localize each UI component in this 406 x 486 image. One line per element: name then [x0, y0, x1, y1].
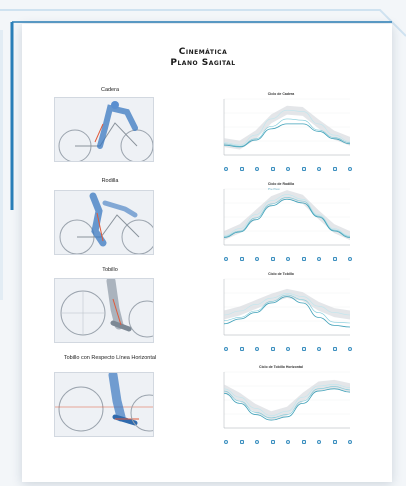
chart-plot [223, 188, 351, 246]
phase-pedal-icon [301, 346, 306, 351]
phase-pedal-icon [301, 439, 306, 444]
phase-icon-row [224, 438, 352, 445]
row-label-tobillo-horizontal: Tobillo con Respecto Línea Horizontal [63, 355, 157, 361]
phase-pedal-icon [332, 256, 337, 261]
cyclist-illustration [59, 192, 153, 254]
series-line [223, 294, 351, 324]
phase-pedal-icon [255, 439, 259, 444]
phase-pedal-icon [270, 346, 275, 351]
chart-title: Ciclo de Tobillo Horizontal [259, 365, 303, 369]
chart-title: Ciclo de Tobillo [268, 272, 294, 276]
axis-line [223, 279, 350, 336]
cyclist-image-cadera [54, 97, 154, 162]
phase-pedal-icon [224, 256, 228, 261]
series-line [223, 123, 351, 148]
phase-pedal-icon [332, 439, 337, 444]
series-line [223, 384, 351, 416]
normative-band [224, 105, 350, 150]
phase-pedal-icon [270, 166, 275, 171]
cyclist-illustration [58, 101, 153, 161]
cyclist-image-rodilla [54, 190, 154, 255]
phase-icon-row [224, 165, 352, 172]
series-line [223, 198, 351, 238]
phase-pedal-icon [286, 166, 290, 171]
phase-pedal-icon [332, 346, 337, 351]
series-line [223, 118, 351, 147]
chart-rodilla: Ciclo de Rodilla Pre Post [210, 182, 352, 262]
phase-pedal-icon [286, 439, 290, 444]
series-line [223, 194, 351, 236]
chart-plot [223, 98, 351, 156]
phase-pedal-icon [348, 346, 352, 351]
cyclist-illustration [55, 373, 153, 432]
phase-pedal-icon [255, 256, 259, 261]
phase-pedal-icon [317, 346, 321, 351]
series-line [223, 197, 351, 237]
phase-pedal-icon [317, 439, 321, 444]
series-line [223, 388, 351, 421]
phase-pedal-icon [239, 166, 244, 171]
phase-pedal-icon [348, 439, 352, 444]
phase-pedal-icon [317, 256, 321, 261]
phase-pedal-icon [348, 166, 352, 171]
phase-pedal-icon [239, 346, 244, 351]
chart-tobillo: Ciclo de Tobillo [210, 272, 352, 352]
cyclist-image-tobillo [54, 278, 154, 343]
row-label-rodilla: Rodilla [101, 178, 119, 184]
phase-pedal-icon [286, 256, 290, 261]
phase-icon-row [224, 255, 352, 262]
normative-band [224, 379, 350, 421]
row-label-cadera: Cadera [100, 87, 120, 93]
axis-line [223, 189, 350, 246]
chart-plot [223, 371, 351, 429]
phase-pedal-icon [301, 256, 306, 261]
cyclist-illustration [60, 279, 153, 338]
chart-title: Ciclo de Rodilla [267, 182, 295, 186]
series-line [223, 109, 351, 146]
phase-pedal-icon [224, 346, 228, 351]
axis-line [223, 99, 350, 156]
phase-pedal-icon [270, 439, 275, 444]
row-label-tobillo: Tobillo [102, 267, 118, 273]
phase-pedal-icon [317, 166, 321, 171]
phase-pedal-icon [224, 166, 228, 171]
document-title-line1: Cinemática [178, 47, 228, 57]
series-line [223, 296, 351, 328]
phase-pedal-icon [224, 439, 228, 444]
chart-plot [223, 278, 351, 336]
phase-pedal-icon [286, 346, 290, 351]
series-line [223, 293, 351, 316]
chart-title: Ciclo de Cadera [267, 92, 295, 96]
phase-pedal-icon [239, 439, 244, 444]
phase-pedal-icon [270, 256, 275, 261]
phase-pedal-icon [332, 166, 337, 171]
cyclist-image-tobillo-horizontal [54, 372, 154, 437]
chart-tobillo-horizontal: Ciclo de Tobillo Horizontal [210, 365, 352, 445]
phase-pedal-icon [348, 256, 352, 261]
phase-pedal-icon [239, 256, 244, 261]
phase-pedal-icon [255, 166, 259, 171]
chart-cadera: Ciclo de Cadera [210, 92, 352, 172]
phase-icon-row [224, 345, 352, 352]
document-title-line2: Plano Sagital [170, 58, 236, 68]
phase-pedal-icon [301, 166, 306, 171]
phase-pedal-icon [255, 346, 259, 351]
series-line [223, 386, 351, 419]
